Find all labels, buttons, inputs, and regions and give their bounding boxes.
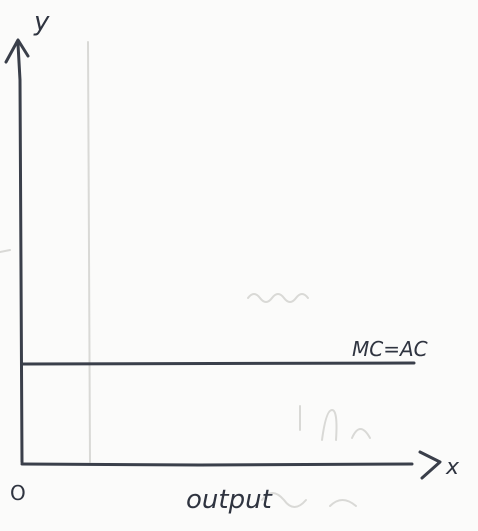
y-axis-line [16,42,24,464]
faint-scribble-3 [261,492,357,508]
faint-vertical-line [87,41,91,463]
y-axis-label: y [33,7,50,37]
x-axis-title: output [186,485,273,515]
faint-scribble-2 [299,405,371,441]
x-axis-line [20,462,414,467]
faint-scribble-1 [247,293,309,303]
x-axis-label: x [445,455,460,480]
x-axis [20,450,442,480]
bleed-through-marks [0,41,371,508]
mc-ac-label: MC=AC [352,337,428,361]
faint-tick [0,249,11,253]
y-axis [4,38,30,464]
origin-label: O [10,481,26,505]
mc-ac-curve [20,361,416,366]
x-axis-arrowhead [418,450,442,480]
y-axis-arrowhead [4,38,30,64]
